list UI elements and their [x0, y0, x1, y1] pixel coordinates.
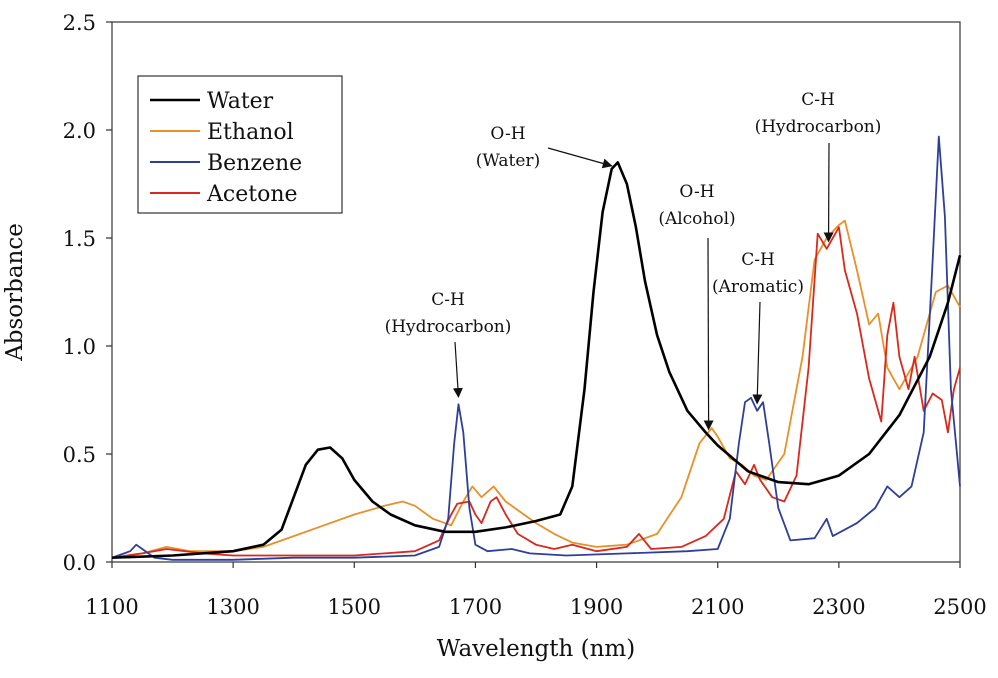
- y-tick-label: 2.0: [63, 119, 96, 143]
- y-tick-label: 1.5: [63, 227, 96, 251]
- x-tick-label: 2300: [812, 595, 865, 619]
- annotation-label: (Alcohol): [658, 209, 735, 229]
- legend-label-ethanol: Ethanol: [207, 120, 294, 145]
- annotation-arrow: [752, 301, 763, 405]
- y-tick-label: 0.5: [63, 443, 96, 467]
- annotation-arrow: [547, 147, 613, 169]
- y-tick-label: 1.0: [63, 335, 96, 359]
- annotation-label: C-H: [801, 90, 835, 110]
- x-tick-label: 1300: [206, 595, 259, 619]
- annotation-label: O-H: [679, 182, 714, 202]
- annotation-label: (Aromatic): [712, 277, 804, 297]
- annotation-label: (Water): [476, 151, 540, 171]
- annotation-label: C-H: [431, 290, 465, 310]
- y-axis-title: Absorbance: [2, 223, 28, 362]
- x-tick-label: 1500: [328, 595, 381, 619]
- series-line-water: [111, 161, 962, 559]
- legend-label-acetone: Acetone: [206, 182, 298, 207]
- plot-area-border: [111, 21, 961, 563]
- legend-label-benzene: Benzene: [207, 151, 302, 176]
- series-line-acetone: [111, 226, 961, 559]
- legend-label-water: Water: [207, 89, 274, 114]
- x-axis-title: Wavelength (nm): [437, 636, 635, 662]
- annotation-label: (Hydrocarbon): [755, 117, 882, 137]
- x-tick-label: 2100: [691, 595, 744, 619]
- series-line-benzene: [111, 135, 961, 561]
- x-tick-label: 1700: [449, 595, 502, 619]
- x-tick-label: 1900: [570, 595, 623, 619]
- x-tick-label: 1100: [85, 595, 138, 619]
- series-line-ethanol: [111, 219, 961, 559]
- annotation-label: C-H: [741, 250, 775, 270]
- x-tick-label: 2500: [933, 595, 986, 619]
- y-tick-label: 2.5: [63, 11, 96, 35]
- annotation-arrow: [703, 237, 714, 431]
- annotation-label: O-H: [490, 124, 525, 144]
- annotation-arrow: [452, 341, 463, 398]
- y-tick-label: 0.0: [63, 551, 96, 575]
- annotation-label: (Hydrocarbon): [385, 317, 512, 337]
